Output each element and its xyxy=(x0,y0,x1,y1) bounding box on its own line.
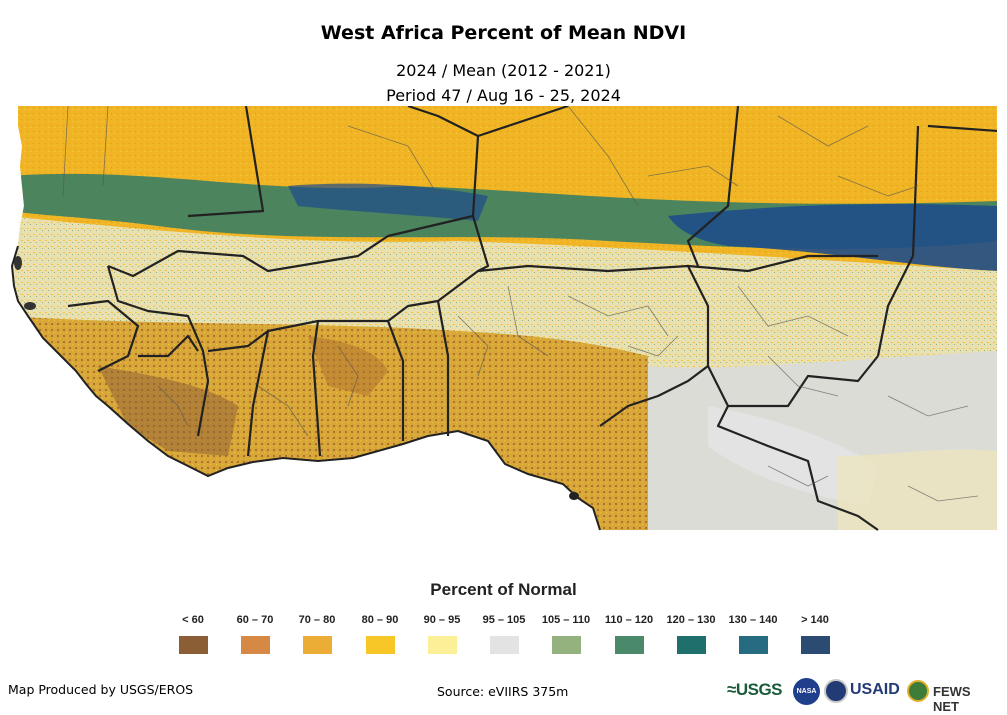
legend-swatch xyxy=(551,636,581,654)
legend-item: < 60 xyxy=(160,612,226,654)
legend-swatch xyxy=(178,636,208,654)
usgs-logo: ≈USGS xyxy=(727,680,783,699)
usaid-logo: USAID xyxy=(850,681,900,698)
fews-net-logo: FEWS NET xyxy=(933,684,971,714)
legend-item: 105 – 110 xyxy=(533,612,599,654)
legend-label: 130 – 140 xyxy=(728,614,778,626)
legend-item: 95 – 105 xyxy=(471,612,537,654)
legend-swatch xyxy=(365,636,395,654)
legend-label: 105 – 110 xyxy=(541,614,591,626)
legend-item: 120 – 130 xyxy=(658,612,724,654)
legend-label: > 140 xyxy=(801,614,829,626)
legend-label: 70 – 80 xyxy=(298,614,336,626)
legend-title: Percent of Normal xyxy=(430,580,577,599)
legend-item: > 140 xyxy=(782,612,848,654)
legend-label: 110 – 120 xyxy=(604,614,654,626)
legend-label: < 60 xyxy=(182,614,204,626)
nasa-logo: NASA xyxy=(793,678,820,705)
legend-item: 90 – 95 xyxy=(409,612,475,654)
legend-swatch xyxy=(614,636,644,654)
legend-label: 80 – 90 xyxy=(361,614,399,626)
legend-label: 60 – 70 xyxy=(236,614,274,626)
page-subtitle-2: Period 47 / Aug 16 - 25, 2024 xyxy=(386,86,621,105)
legend-item: 80 – 90 xyxy=(347,612,413,654)
legend-item: 110 – 120 xyxy=(596,612,662,654)
legend-item: 70 – 80 xyxy=(284,612,350,654)
page-title: West Africa Percent of Mean NDVI xyxy=(320,22,687,44)
usaid-seal-icon xyxy=(824,679,848,703)
produced-by: Map Produced by USGS/EROS xyxy=(8,682,194,697)
ndvi-map xyxy=(8,104,999,536)
legend-swatch xyxy=(489,636,519,654)
legend-swatch xyxy=(800,636,830,654)
legend-label: 120 – 130 xyxy=(666,614,716,626)
globe-icon xyxy=(907,680,929,702)
legend-label: 90 – 95 xyxy=(423,614,461,626)
legend-swatch xyxy=(302,636,332,654)
legend-item: 60 – 70 xyxy=(222,612,288,654)
logo-strip: ≈USGS NASA USAID FEWS NET xyxy=(727,676,999,714)
legend-item: 130 – 140 xyxy=(720,612,786,654)
legend-swatch xyxy=(676,636,706,654)
data-source: Source: eVIIRS 375m xyxy=(437,684,569,699)
legend-label: 95 – 105 xyxy=(482,614,526,626)
legend-swatch xyxy=(738,636,768,654)
page-subtitle-1: 2024 / Mean (2012 - 2021) xyxy=(396,61,611,80)
legend-swatch xyxy=(427,636,457,654)
legend: < 60 60 – 70 70 – 80 80 – 90 90 – 95 95 … xyxy=(160,612,850,662)
legend-swatch xyxy=(240,636,270,654)
